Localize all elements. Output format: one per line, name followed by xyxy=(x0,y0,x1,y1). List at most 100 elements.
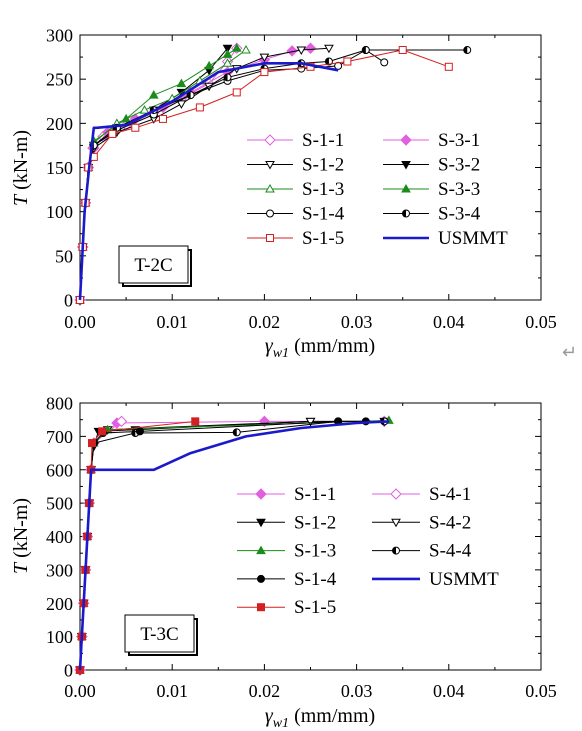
data-point xyxy=(223,73,232,82)
data-point xyxy=(305,417,316,427)
y-tick-label: 50 xyxy=(55,246,73,266)
data-point xyxy=(191,417,200,426)
panel-label-box: T-3C xyxy=(124,614,198,656)
data-point xyxy=(176,100,187,109)
data-point xyxy=(398,46,407,55)
legend-label: S-4-4 xyxy=(429,541,472,562)
data-point xyxy=(222,58,233,67)
data-point xyxy=(232,88,241,97)
legend-marker xyxy=(265,161,275,170)
series-s-4-2 xyxy=(75,417,316,676)
y-axis-label: T (kN-m) xyxy=(10,498,32,574)
return-mark: ↵ xyxy=(562,342,577,362)
x-tick-label: 0.04 xyxy=(433,681,465,701)
legend-item: S-3-2 xyxy=(383,155,480,176)
data-point xyxy=(131,123,140,132)
legend-label: S-1-5 xyxy=(294,597,336,618)
data-point xyxy=(186,91,195,100)
legend-label: S-4-1 xyxy=(429,484,471,505)
y-tick-label: 100 xyxy=(46,627,73,647)
data-point xyxy=(324,57,333,66)
data-point xyxy=(195,103,204,112)
legend-marker xyxy=(401,183,411,193)
legend-label: S-1-4 xyxy=(294,569,337,590)
legend-item: USMMT xyxy=(383,228,508,249)
legend-item: S-1-3 xyxy=(237,541,336,562)
legend-item: S-1-5 xyxy=(247,228,344,249)
x-tick-labels: 0.00 0.01 0.02 0.03 0.04 0.05 xyxy=(64,312,557,332)
legend-label: S-1-2 xyxy=(302,155,344,176)
series-usmmt xyxy=(78,61,339,301)
legend-label: S-1-3 xyxy=(294,541,336,562)
legend-label: S-1-1 xyxy=(302,130,344,151)
legend-item: S-1-4 xyxy=(237,569,337,590)
legend: S-1-1 S-3-1 S-1-2 S-3-2 S-1-3 S-3-3 S-1-4 S-3-4… xyxy=(247,130,508,249)
legend-item: S-1-1 xyxy=(237,484,336,505)
legend-marker xyxy=(391,518,401,528)
data-point xyxy=(463,46,472,55)
y-tick-label: 400 xyxy=(46,527,73,547)
legend-item: S-3-4 xyxy=(383,204,481,225)
data-point xyxy=(231,43,242,52)
series-line xyxy=(79,420,311,671)
data-point xyxy=(380,58,389,67)
x-tick-label: 0.03 xyxy=(341,681,373,701)
data-point xyxy=(361,46,370,55)
data-point xyxy=(108,129,117,138)
legend-label: S-1-3 xyxy=(302,179,344,200)
y-tick-label: 200 xyxy=(46,594,73,614)
legend-label: S-1-2 xyxy=(294,512,336,533)
x-tick-label: 0.04 xyxy=(433,312,465,332)
data-point xyxy=(135,427,144,436)
x-tick-label: 0.01 xyxy=(156,312,188,332)
data-series-group xyxy=(74,42,472,306)
data-point xyxy=(115,415,128,428)
data-point xyxy=(139,105,150,114)
legend-item: S-1-4 xyxy=(247,204,345,225)
legend-marker xyxy=(265,183,275,193)
y-tick-label: 100 xyxy=(46,202,73,222)
series-line xyxy=(78,420,389,671)
x-tick-label: 0.05 xyxy=(525,312,557,332)
y-axis-label: T (kN-m) xyxy=(10,130,32,206)
x-tick-label: 0.02 xyxy=(249,312,281,332)
legend-marker xyxy=(266,209,274,218)
y-tick-label: 800 xyxy=(46,394,73,414)
x-axis-label: γw1 (mm/mm) xyxy=(265,705,375,731)
legend-label: S-3-1 xyxy=(438,130,480,151)
data-point xyxy=(204,60,214,70)
chart-panel-t2c: 0.00 0.01 0.02 0.03 0.04 0.05 0 50 100 1… xyxy=(10,26,557,362)
legend-label: S-1-1 xyxy=(294,484,336,505)
data-point xyxy=(148,90,159,99)
legend-marker xyxy=(390,488,402,500)
chart-panel-t3c: 0.00 0.01 0.02 0.03 0.04 0.05 0 100 200 … xyxy=(10,394,557,731)
data-point xyxy=(259,53,270,63)
x-tick-label: 0.00 xyxy=(64,312,96,332)
data-point xyxy=(444,62,453,71)
x-tick-labels: 0.00 0.01 0.02 0.03 0.04 0.05 xyxy=(64,681,557,701)
y-tick-labels: 0 50 100 150 200 250 300 xyxy=(46,26,73,311)
legend-marker xyxy=(402,209,410,218)
legend-item: S-1-3 xyxy=(247,179,344,200)
y-tick-label: 0 xyxy=(64,291,73,311)
series-s-1-2 xyxy=(75,417,390,676)
data-point xyxy=(232,428,241,437)
data-point xyxy=(260,68,269,77)
legend-marker xyxy=(264,134,276,146)
data-point xyxy=(241,45,251,54)
x-axis-label: γw1 (mm/mm) xyxy=(265,335,375,361)
x-tick-label: 0.01 xyxy=(156,681,188,701)
legend-item: S-1-5 xyxy=(237,597,336,618)
y-tick-label: 700 xyxy=(46,427,73,447)
series-s-1-3 xyxy=(75,415,394,674)
legend-label: S-4-2 xyxy=(429,512,471,533)
data-point xyxy=(343,57,352,66)
legend: S-1-1 S-4-1 S-1-2 S-4-2 S-1-3 S-4-4 S-1-4 USMMT… xyxy=(237,484,499,618)
data-point xyxy=(87,439,96,448)
legend-marker xyxy=(257,574,265,583)
x-tick-label: 0.03 xyxy=(341,312,373,332)
y-tick-label: 300 xyxy=(46,560,73,580)
legend-item: USMMT xyxy=(372,569,499,590)
legend-label: S-3-4 xyxy=(438,204,481,225)
